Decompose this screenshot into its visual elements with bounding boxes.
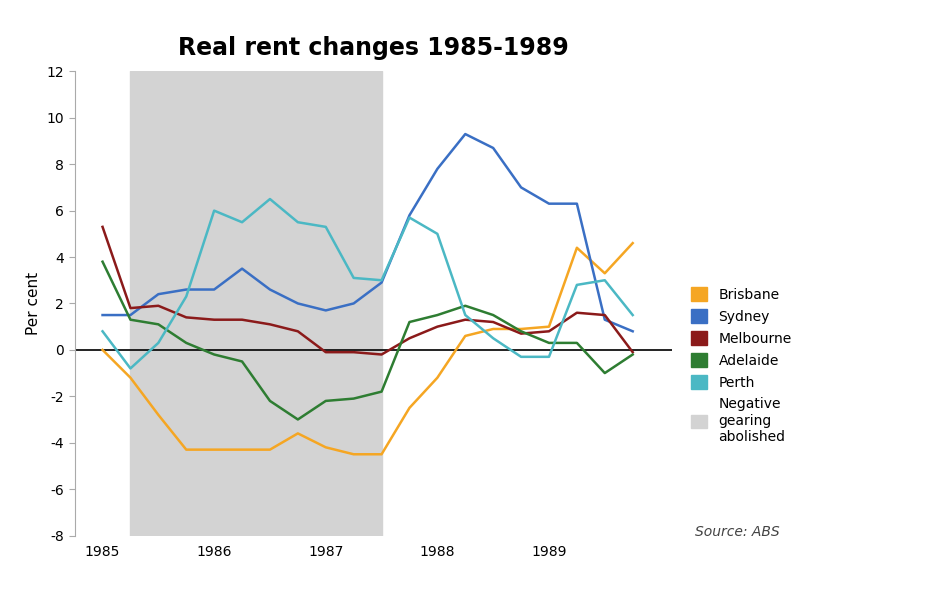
Y-axis label: Per cent: Per cent bbox=[26, 272, 41, 335]
Bar bbox=[131, 71, 382, 536]
Text: Source: ABS: Source: ABS bbox=[695, 525, 780, 538]
Legend: Brisbane, Sydney, Melbourne, Adelaide, Perth, Negative
gearing
abolished: Brisbane, Sydney, Melbourne, Adelaide, P… bbox=[690, 287, 792, 444]
Title: Real rent changes 1985-1989: Real rent changes 1985-1989 bbox=[178, 36, 568, 60]
